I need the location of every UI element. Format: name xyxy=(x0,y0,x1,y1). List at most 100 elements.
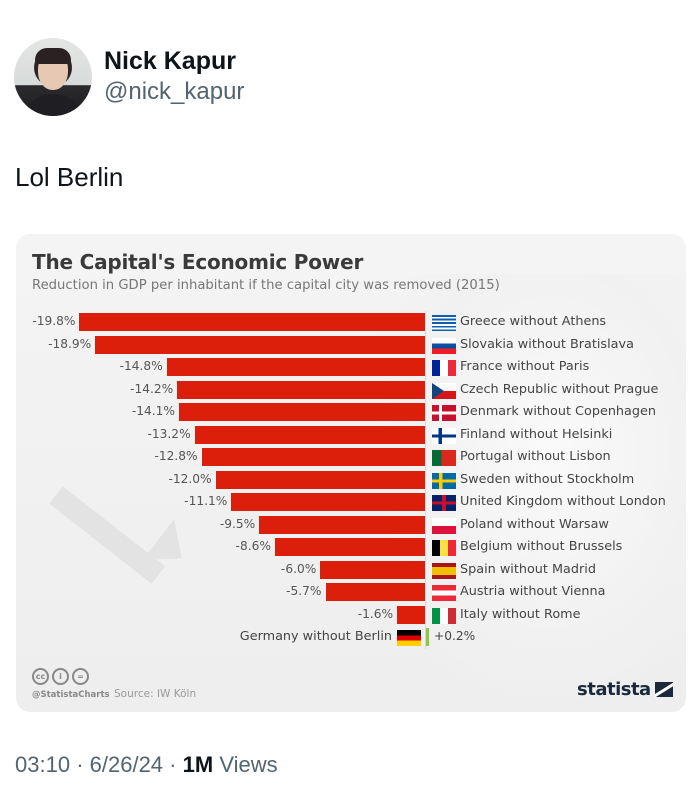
statista-logo-icon xyxy=(654,682,673,697)
statista-logo-text: statista xyxy=(577,679,651,700)
portugal-flag-icon xyxy=(432,450,456,466)
bar-value-label: -14.1% xyxy=(131,404,175,418)
bar-row: -11.1% United Kingdom without London xyxy=(16,491,686,514)
category-label: Finland without Helsinki xyxy=(460,426,613,442)
bar-positive xyxy=(426,628,429,646)
by-icon: i xyxy=(52,668,69,685)
statista-handle: @StatistaCharts xyxy=(32,690,110,700)
category-label: Greece without Athens xyxy=(460,314,607,329)
category-label: Slovakia without Bratislava xyxy=(460,336,634,352)
bar-value-label: -19.8% xyxy=(32,314,76,328)
bar xyxy=(325,583,425,601)
bar xyxy=(215,470,425,489)
greece-flag-icon xyxy=(432,315,456,331)
bar-row: Germany without Berlin +0.2% xyxy=(16,626,686,649)
bar-row: -14.2% Czech Republic without Prague xyxy=(16,379,686,402)
bar-row: -13.2% Finland without Helsinki xyxy=(16,424,686,447)
category-label: Italy without Rome xyxy=(460,606,581,622)
bar xyxy=(274,538,425,556)
bar-row: -12.8% Portugal without Lisbon xyxy=(16,446,686,469)
cc-icon: cc xyxy=(32,668,49,685)
bar xyxy=(201,448,425,466)
tweet-date[interactable]: 6/26/24 xyxy=(89,752,164,777)
germany-flag-icon xyxy=(397,630,421,646)
bar-value-label: -11.1% xyxy=(184,494,228,508)
category-label: Sweden without Stockholm xyxy=(460,471,635,487)
tweet-time[interactable]: 03:10 xyxy=(15,752,71,777)
category-label: Czech Republic without Prague xyxy=(460,381,659,397)
avatar[interactable] xyxy=(14,38,92,116)
bar-row: -18.9% Slovakia without Bratislava xyxy=(16,334,686,357)
bar xyxy=(166,358,425,376)
bar xyxy=(194,425,425,444)
sweden-flag-icon xyxy=(432,472,456,489)
chart-title: The Capital's Economic Power xyxy=(32,250,364,274)
bar-row: -9.5% Poland without Warsaw xyxy=(16,514,686,537)
category-label: Austria without Vienna xyxy=(460,584,606,599)
separator: · xyxy=(169,752,177,777)
bar-value-label: +0.2% xyxy=(434,629,476,643)
bar-row: -12.0% Sweden without Stockholm xyxy=(16,469,686,492)
bar xyxy=(177,380,425,399)
category-label: Belgium without Brussels xyxy=(460,539,623,554)
bar-row: -19.8% Greece without Athens xyxy=(16,311,686,334)
bar-value-label: -6.0% xyxy=(280,561,317,576)
separator: · xyxy=(76,752,84,777)
tweet-meta: 03:10 · 6/26/24 · 1M Views xyxy=(15,752,278,778)
bar xyxy=(178,403,425,421)
bar xyxy=(95,335,425,354)
views-label: Views xyxy=(219,752,278,777)
bar-value-label: -14.2% xyxy=(130,381,174,396)
category-label: Spain without Madrid xyxy=(460,561,596,577)
bar-value-label: -9.5% xyxy=(219,516,256,531)
bar xyxy=(259,515,425,534)
bar-row: -14.1% Denmark without Copenhagen xyxy=(16,401,686,424)
united-kingdom-flag-icon xyxy=(432,495,456,511)
bar-row: -8.6% Belgium without Brussels xyxy=(16,536,686,559)
author-handle[interactable]: @nick_kapur xyxy=(104,78,245,105)
bar-row: -6.0% Spain without Madrid xyxy=(16,559,686,582)
zero-axis-line xyxy=(425,311,426,649)
bar xyxy=(231,493,425,511)
bar xyxy=(397,605,425,624)
czech-republic-flag-icon xyxy=(432,382,456,399)
tweet-text: Lol Berlin xyxy=(15,162,124,192)
tweet-header: Nick Kapur @nick_kapur xyxy=(14,38,244,116)
bar-row: -1.6% Italy without Rome xyxy=(16,604,686,627)
austria-flag-icon xyxy=(432,585,456,601)
category-label: Germany without Berlin xyxy=(239,629,392,644)
poland-flag-icon xyxy=(432,517,456,534)
chart-source: Source: IW Köln xyxy=(114,688,197,700)
chart-subtitle: Reduction in GDP per inhabitant if the c… xyxy=(32,278,500,293)
license-icons: cc i = xyxy=(32,668,89,685)
italy-flag-icon xyxy=(432,607,456,624)
category-label: Portugal without Lisbon xyxy=(460,449,611,464)
bar-value-label: -1.6% xyxy=(357,606,394,621)
finland-flag-icon xyxy=(432,427,456,444)
bar-row: -14.8% France without Paris xyxy=(16,356,686,379)
belgium-flag-icon xyxy=(432,540,456,556)
denmark-flag-icon xyxy=(432,405,456,421)
chart-image[interactable]: The Capital's Economic Power Reduction i… xyxy=(16,234,686,712)
category-label: Poland without Warsaw xyxy=(460,516,609,532)
bar-value-label: -5.7% xyxy=(286,584,322,598)
spain-flag-icon xyxy=(432,562,456,579)
bar-value-label: -12.8% xyxy=(154,449,198,463)
author-display-name[interactable]: Nick Kapur xyxy=(104,47,236,75)
statista-logo: statista xyxy=(577,679,673,700)
slovakia-flag-icon xyxy=(432,337,456,354)
bar xyxy=(320,560,425,579)
nd-icon: = xyxy=(72,668,89,685)
views-count: 1M xyxy=(182,752,214,777)
bar-value-label: -14.8% xyxy=(119,359,163,373)
category-label: United Kingdom without London xyxy=(460,494,666,509)
category-label: Denmark without Copenhagen xyxy=(460,404,656,419)
bar-value-label: -13.2% xyxy=(147,426,191,441)
bar-value-label: -8.6% xyxy=(235,539,271,553)
bar-value-label: -18.9% xyxy=(48,336,92,351)
category-label: France without Paris xyxy=(460,359,590,374)
france-flag-icon xyxy=(432,360,456,376)
bar-value-label: -12.0% xyxy=(168,471,212,486)
bar xyxy=(79,313,425,331)
bar-row: -5.7% Austria without Vienna xyxy=(16,581,686,604)
